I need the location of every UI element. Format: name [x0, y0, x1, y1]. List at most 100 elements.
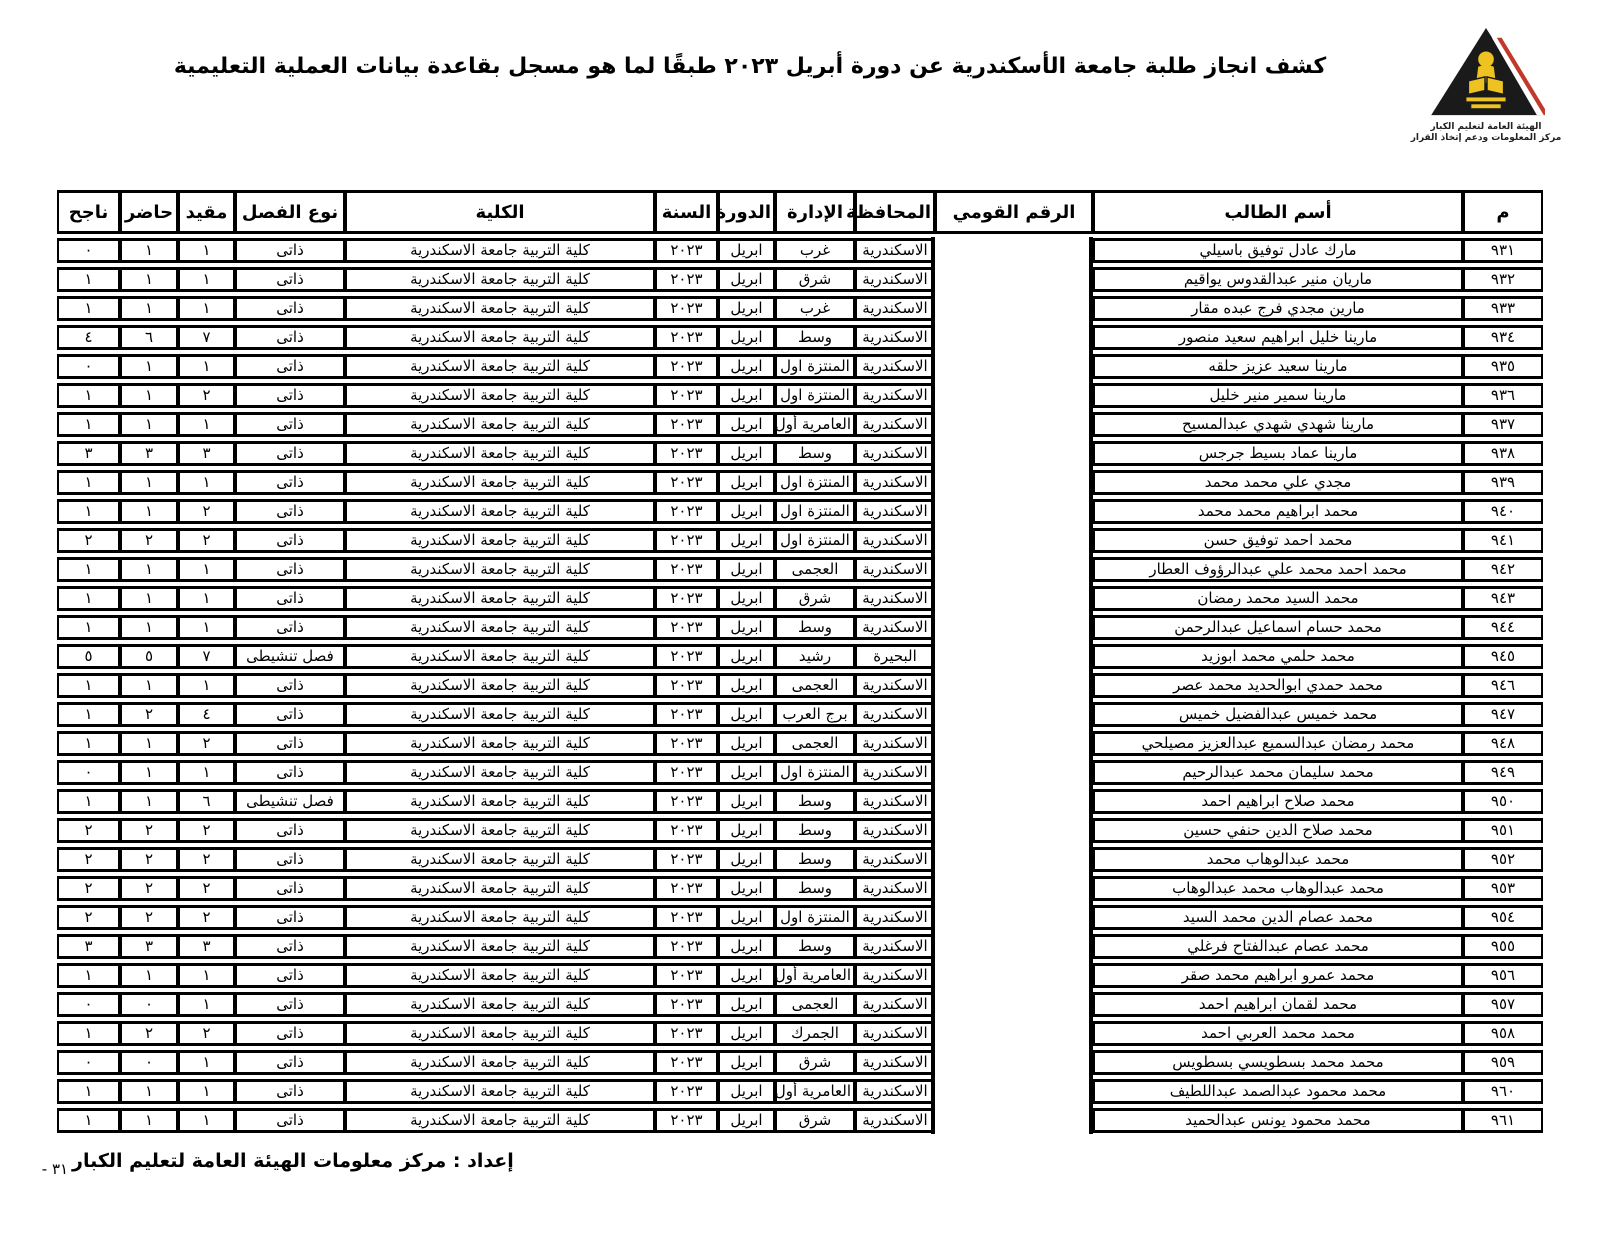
cell-session: ابريل [718, 1021, 775, 1046]
cell-session: ابريل [718, 731, 775, 756]
cell-college: كلية التربية جامعة الاسكندرية [345, 325, 655, 350]
cell-governorate: الاسكندرية [855, 1079, 935, 1104]
cell-governorate: الاسكندرية [855, 934, 935, 959]
cell-year: ٢٠٢٣ [655, 296, 718, 321]
cell-administration: العجمى [775, 992, 855, 1017]
cell-passed: ١ [57, 412, 120, 437]
cell-no: ٩٥٦ [1463, 963, 1543, 988]
cell-present: ١ [120, 789, 178, 814]
cell-college: كلية التربية جامعة الاسكندرية [345, 296, 655, 321]
cell-enrolled: ٧ [178, 325, 235, 350]
cell-session: ابريل [718, 1079, 775, 1104]
cell-present: ١ [120, 963, 178, 988]
cell-student-name: محمد محمود يونس عبدالحميد [1093, 1108, 1463, 1133]
cell-administration: المنتزة اول [775, 905, 855, 930]
cell-governorate: الاسكندرية [855, 992, 935, 1017]
cell-passed: ١ [57, 267, 120, 292]
cell-administration: برج العرب [775, 702, 855, 727]
cell-passed: ١ [57, 789, 120, 814]
cell-no: ٩٤٣ [1463, 586, 1543, 611]
cell-administration: وسط [775, 876, 855, 901]
table-row: ٩٥٣ محمد عبدالوهاب محمد عبدالوهاب الاسكن… [57, 876, 1543, 901]
cell-student-name: محمد حمدي ابوالحديد محمد عصر [1093, 673, 1463, 698]
table-row: ٩٥٨ محمد محمد العربي احمد الاسكندرية الج… [57, 1021, 1543, 1046]
table-row: ٩٥٥ محمد عصام عبدالفتاح فرغلي الاسكندرية… [57, 934, 1543, 959]
cell-present: ٠ [120, 1050, 178, 1075]
cell-enrolled: ٢ [178, 383, 235, 408]
cell-session: ابريل [718, 963, 775, 988]
cell-enrolled: ٤ [178, 702, 235, 727]
cell-present: ٢ [120, 1021, 178, 1046]
cell-student-name: محمد سليمان محمد عبدالرحيم [1093, 760, 1463, 785]
cell-session: ابريل [718, 876, 775, 901]
table-row: ٩٤٧ محمد خميس عبدالفضيل خميس الاسكندرية … [57, 702, 1543, 727]
cell-college: كلية التربية جامعة الاسكندرية [345, 528, 655, 553]
cell-present: ١ [120, 296, 178, 321]
cell-enrolled: ١ [178, 1050, 235, 1075]
cell-no: ٩٤٢ [1463, 557, 1543, 582]
table-row: ٩٥٤ محمد عصام الدين محمد السيد الاسكندري… [57, 905, 1543, 930]
table-row: ٩٥٩ محمد محمد بسطويسي بسطويس الاسكندرية … [57, 1050, 1543, 1075]
cell-year: ٢٠٢٣ [655, 557, 718, 582]
cell-class-type: ذاتى [235, 412, 345, 437]
cell-passed: ١ [57, 731, 120, 756]
table-row: ٩٣٩ مجدي علي محمد محمد الاسكندرية المنتز… [57, 470, 1543, 495]
cell-class-type: ذاتى [235, 557, 345, 582]
cell-governorate: الاسكندرية [855, 789, 935, 814]
cell-class-type: ذاتى [235, 876, 345, 901]
cell-student-name: ماريان منير عبدالقدوس يواقيم [1093, 267, 1463, 292]
cell-student-name: محمد محمود عبدالصمد عبداللطيف [1093, 1079, 1463, 1104]
table-row: ٩٤١ محمد احمد توفيق حسن الاسكندرية المنت… [57, 528, 1543, 553]
cell-passed: ١ [57, 499, 120, 524]
cell-passed: ١ [57, 702, 120, 727]
cell-passed: ٠ [57, 238, 120, 263]
cell-governorate: الاسكندرية [855, 963, 935, 988]
cell-passed: ٠ [57, 760, 120, 785]
cell-governorate: الاسكندرية [855, 267, 935, 292]
cell-college: كلية التربية جامعة الاسكندرية [345, 1079, 655, 1104]
cell-class-type: ذاتى [235, 673, 345, 698]
cell-administration: وسط [775, 789, 855, 814]
cell-class-type: ذاتى [235, 1021, 345, 1046]
cell-session: ابريل [718, 905, 775, 930]
table-row: ٩٥٧ محمد لقمان ابراهيم احمد الاسكندرية ا… [57, 992, 1543, 1017]
cell-student-name: مارينا شهدي شهدي عبدالمسيح [1093, 412, 1463, 437]
cell-college: كلية التربية جامعة الاسكندرية [345, 818, 655, 843]
cell-present: ١ [120, 1079, 178, 1104]
cell-no: ٩٥٧ [1463, 992, 1543, 1017]
header-class-type: نوع الفصل [235, 190, 345, 234]
cell-session: ابريل [718, 354, 775, 379]
cell-governorate: الاسكندرية [855, 383, 935, 408]
cell-no: ٩٣٥ [1463, 354, 1543, 379]
cell-college: كلية التربية جامعة الاسكندرية [345, 441, 655, 466]
cell-no: ٩٥٠ [1463, 789, 1543, 814]
cell-enrolled: ١ [178, 615, 235, 640]
cell-year: ٢٠٢٣ [655, 876, 718, 901]
cell-passed: ٣ [57, 934, 120, 959]
cell-year: ٢٠٢٣ [655, 702, 718, 727]
cell-class-type: ذاتى [235, 731, 345, 756]
cell-no: ٩٥٢ [1463, 847, 1543, 872]
cell-no: ٩٥٣ [1463, 876, 1543, 901]
cell-enrolled: ١ [178, 992, 235, 1017]
cell-year: ٢٠٢٣ [655, 731, 718, 756]
cell-no: ٩٥٥ [1463, 934, 1543, 959]
cell-enrolled: ١ [178, 412, 235, 437]
cell-session: ابريل [718, 934, 775, 959]
cell-student-name: مارينا سعيد عزيز حلقه [1093, 354, 1463, 379]
table-row: ٩٣٨ مارينا عماد بسيط جرجس الاسكندرية وسط… [57, 441, 1543, 466]
cell-session: ابريل [718, 818, 775, 843]
org-logo-caption-1: الهيئة العامة لتعليم الكبار [1430, 122, 1542, 132]
cell-enrolled: ٢ [178, 847, 235, 872]
cell-no: ٩٦٠ [1463, 1079, 1543, 1104]
cell-class-type: ذاتى [235, 586, 345, 611]
cell-student-name: محمد محمد العربي احمد [1093, 1021, 1463, 1046]
cell-enrolled: ٧ [178, 644, 235, 669]
cell-enrolled: ٢ [178, 731, 235, 756]
page-title: كشف انجاز طلبة جامعة الأسكندرية عن دورة … [173, 54, 1327, 79]
cell-passed: ١ [57, 383, 120, 408]
cell-no: ٩٥١ [1463, 818, 1543, 843]
cell-passed: ٤ [57, 325, 120, 350]
cell-present: ١ [120, 354, 178, 379]
